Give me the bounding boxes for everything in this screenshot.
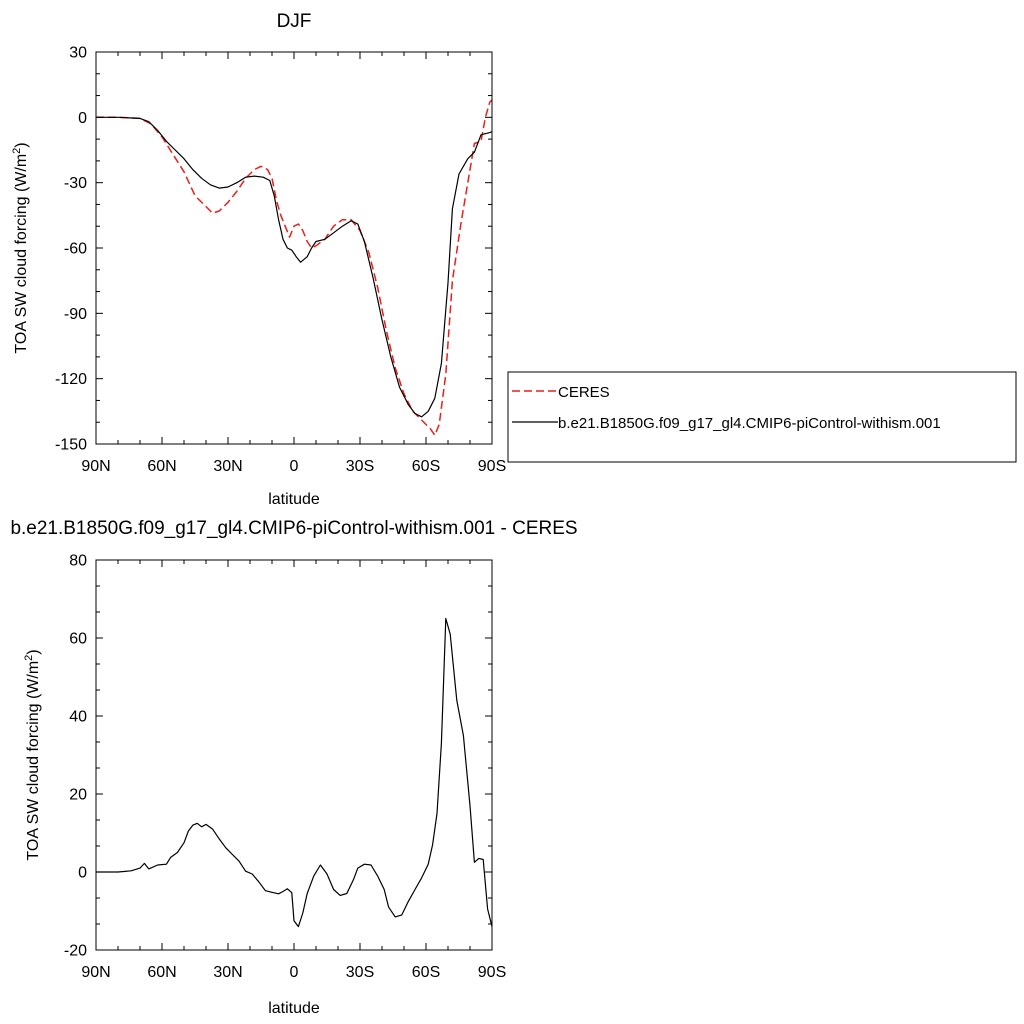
x-tick-label: 60S — [412, 458, 440, 475]
x-tick-label: 60N — [147, 964, 176, 981]
panel1-frame — [95, 51, 493, 445]
panel2-frame — [95, 559, 493, 951]
y-tick-label: -90 — [64, 306, 87, 323]
x-tick-label: 30N — [213, 964, 242, 981]
y-tick-label: -30 — [64, 175, 87, 192]
x-tick-label: 0 — [290, 458, 299, 475]
x-tick-label: 90N — [81, 964, 110, 981]
x-tick-label: 90N — [81, 458, 110, 475]
legend-ceres-label: CERES — [558, 384, 610, 401]
panel1-title: DJF — [277, 11, 312, 32]
panel1-xlabel: latitude — [268, 491, 320, 508]
x-tick-label: 30S — [346, 458, 374, 475]
y-tick-label: -120 — [55, 371, 87, 388]
panel2-ylabel: TOA SW cloud forcing (W/m2) — [23, 649, 42, 860]
y-tick-label: -60 — [64, 241, 87, 258]
series-line-1 — [96, 116, 492, 418]
x-tick-label: 90S — [478, 964, 506, 981]
panel2-y-ticks: -20 0 20 40 60 80 — [64, 553, 492, 960]
panel2-title: b.e21.B1850G.f09_g17_gl4.CMIP6-piControl… — [10, 518, 577, 539]
y-tick-label: 30 — [69, 45, 87, 62]
legend-model-label: b.e21.B1850G.f09_g17_gl4.CMIP6-piControl… — [558, 415, 941, 432]
panel1-y-ticks: -150 -120 -90 -60 -30 0 30 — [55, 45, 492, 454]
x-tick-label: 90S — [478, 458, 506, 475]
y-tick-label: 0 — [78, 865, 87, 882]
y-tick-label: 40 — [69, 709, 87, 726]
difference-panel: b.e21.B1850G.f09_g17_gl4.CMIP6-piControl… — [10, 518, 577, 1017]
y-tick-label: 60 — [69, 631, 87, 648]
y-tick-label: -150 — [55, 437, 87, 454]
y-tick-label: 0 — [78, 110, 87, 127]
y-tick-label: -20 — [64, 943, 87, 960]
panel2-series — [96, 617, 492, 928]
panel2-xlabel: latitude — [268, 1000, 320, 1017]
panel2-x-ticks: 90N 60N 30N 0 30S 60S 90S — [81, 560, 506, 981]
x-tick-label: 0 — [290, 964, 299, 981]
y-tick-label: 80 — [69, 553, 87, 570]
series-line-0 — [96, 617, 492, 928]
x-tick-label: 30N — [213, 458, 242, 475]
x-tick-label: 60N — [147, 458, 176, 475]
legend-box — [507, 371, 1017, 463]
djf-panel: DJF -150 -120 -90 -60 -30 0 30 90N 60N 30N 0 30S 60… — [11, 11, 506, 508]
x-tick-label: 60S — [412, 964, 440, 981]
panel1-series — [96, 98, 492, 437]
series-line-0 — [96, 98, 492, 437]
y-tick-label: 20 — [69, 787, 87, 804]
panel1-ylabel: TOA SW cloud forcing (W/m2) — [11, 142, 30, 353]
panel1-x-ticks: 90N 60N 30N 0 30S 60S 90S — [81, 52, 506, 475]
legend: CERES b.e21.B1850G.f09_g17_gl4.CMIP6-piC… — [507, 371, 1017, 463]
x-tick-label: 30S — [346, 964, 374, 981]
